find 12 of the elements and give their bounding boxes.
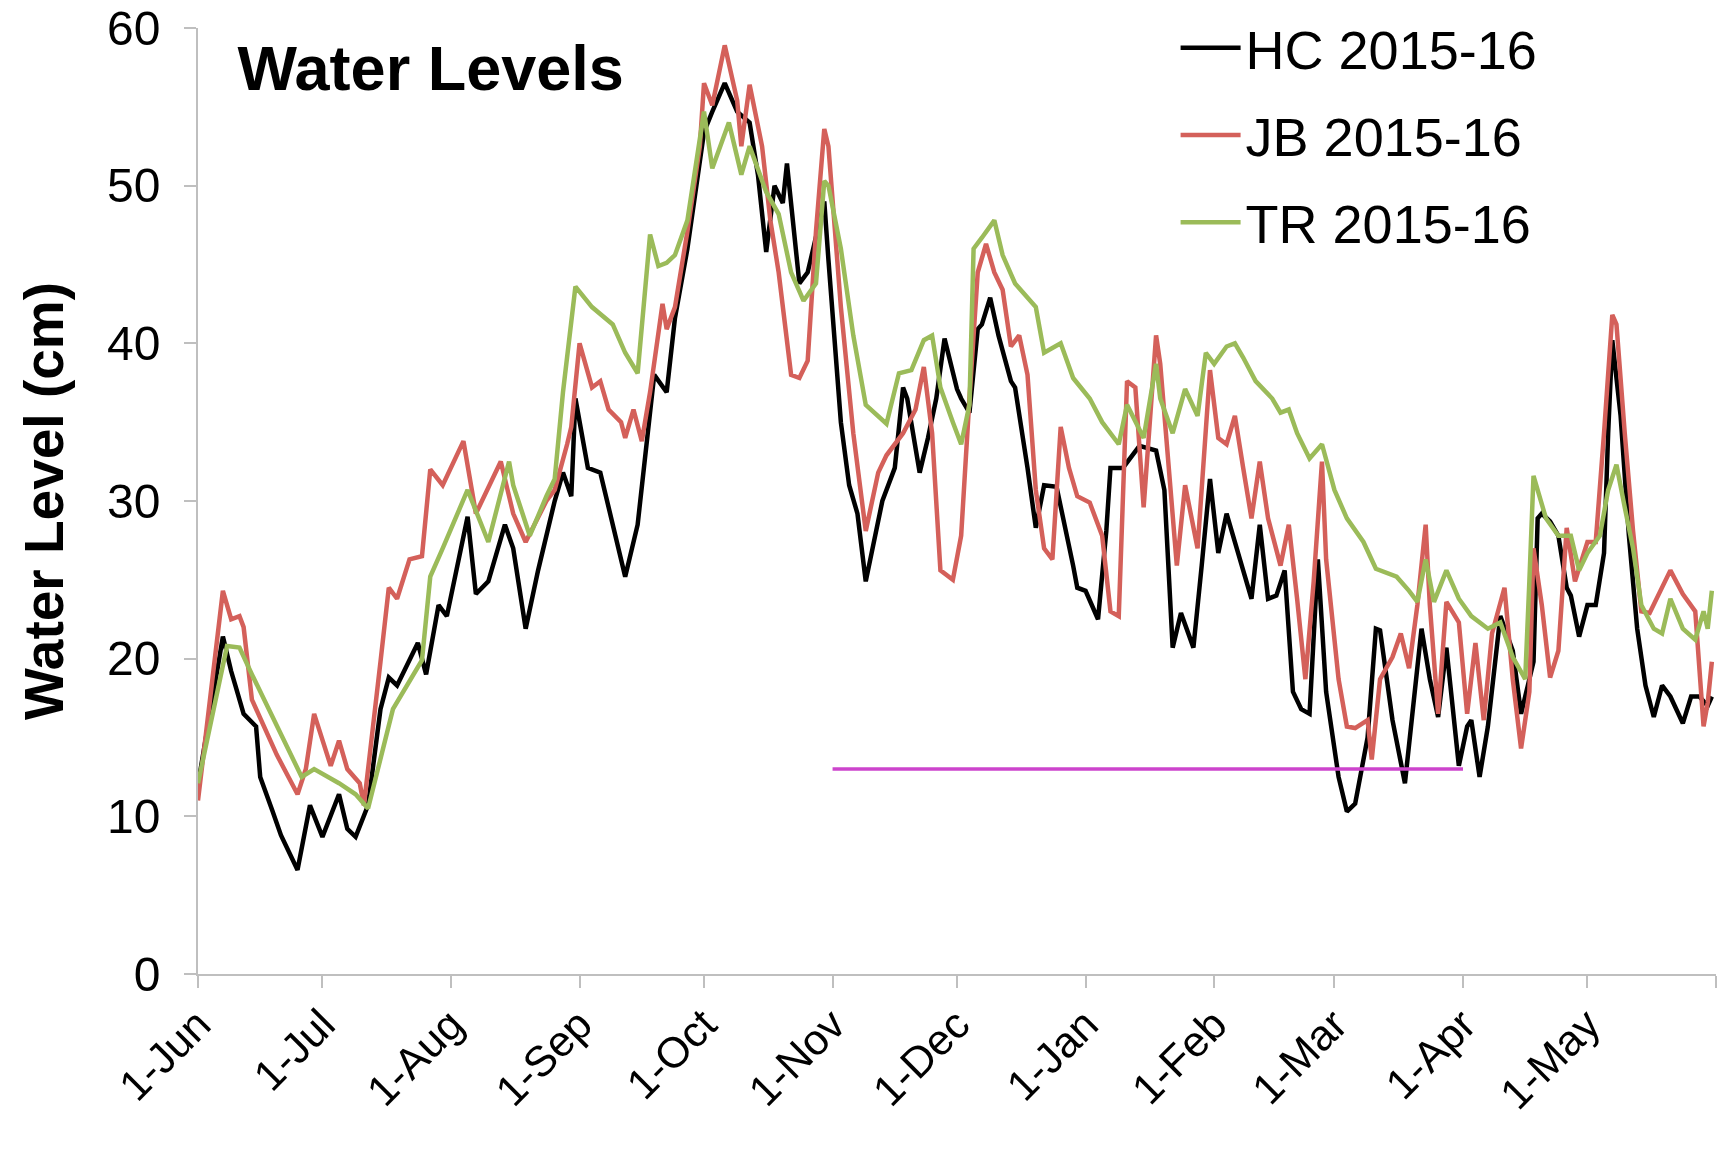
legend-label: TR 2015-16: [1245, 194, 1531, 255]
y-tick-label: 50: [107, 159, 161, 213]
legend-label: HC 2015-16: [1245, 19, 1537, 80]
y-tick-label: 0: [133, 947, 161, 1001]
y-tick-label: 20: [107, 632, 161, 686]
y-tick-label: 30: [107, 474, 161, 528]
y-axis-title: Water Level (cm): [12, 281, 75, 721]
y-tick-label: 60: [107, 1, 161, 55]
y-tick-label: 40: [107, 317, 161, 371]
y-tick-label: 10: [107, 790, 161, 844]
legend-label: JB 2015-16: [1245, 107, 1522, 168]
chart-title: Water Levels: [237, 33, 624, 104]
